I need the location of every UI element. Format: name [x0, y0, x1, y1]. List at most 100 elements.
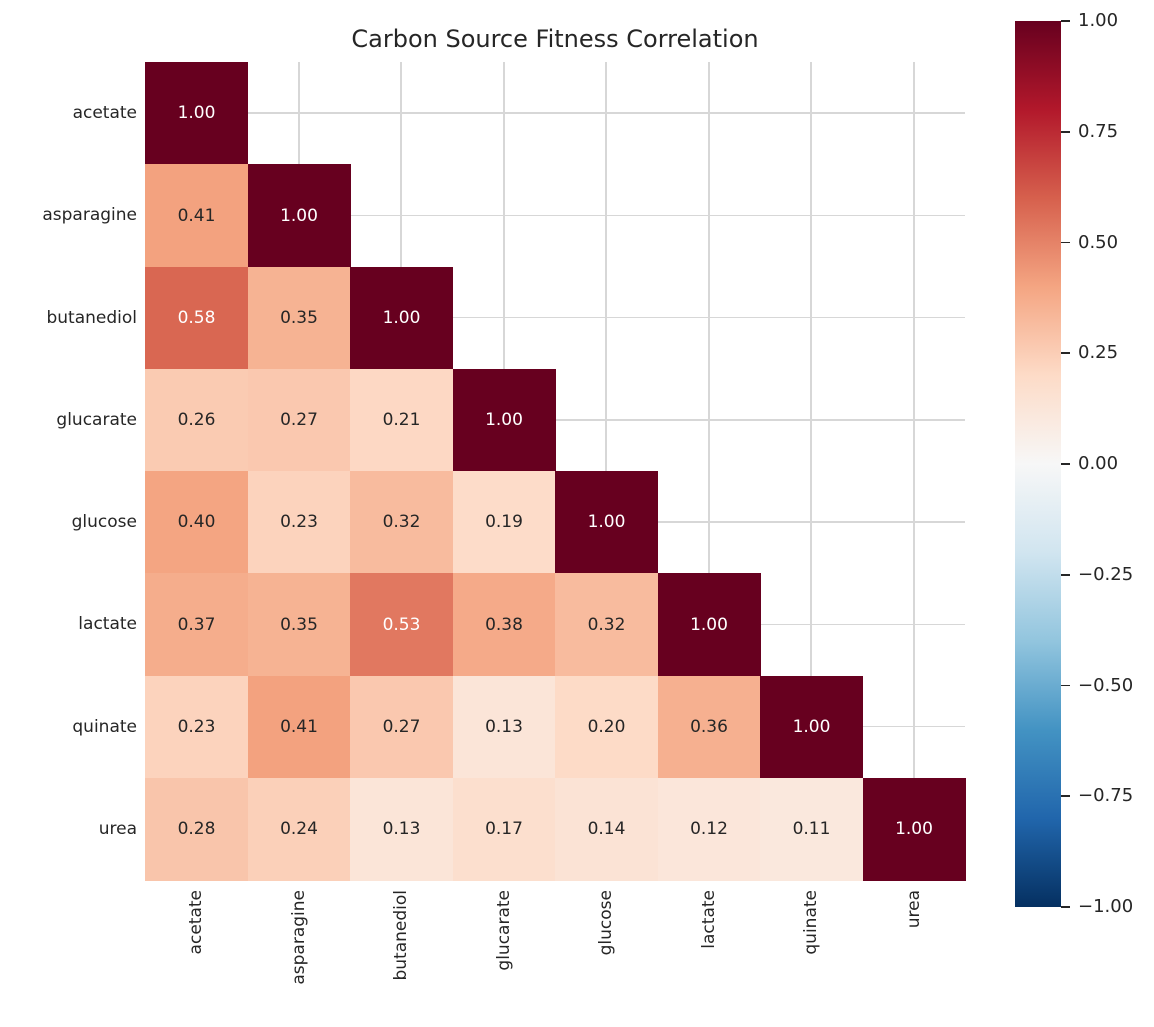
heatmap-cell: 0.14	[555, 777, 658, 881]
heatmap-cell: 0.40	[145, 471, 248, 574]
heatmap-cell: 0.36	[657, 675, 761, 779]
y-tick-label: urea	[98, 818, 137, 839]
colorbar-tick-label: 0.75	[1078, 120, 1119, 142]
heatmap-cell: 0.35	[247, 266, 351, 370]
heatmap-plot-area: 1.00 0.41 1.00 0.58 0.35 1.00 0.26 0.27 0.21 1.00…	[145, 62, 966, 881]
heatmap-cell: 1.00	[862, 777, 966, 881]
heatmap-cell: 0.11	[760, 777, 863, 881]
colorbar-tick-label: 0.00	[1078, 453, 1119, 474]
cell-value: 1.00	[382, 307, 421, 328]
heatmap-cell: 0.23	[247, 471, 351, 574]
cell-value: 1.00	[895, 819, 933, 840]
colorbar-tick-label: 0.25	[1078, 342, 1119, 364]
heatmap-cell: 1.00	[555, 471, 658, 574]
cell-value: 0.11	[792, 819, 831, 840]
colorbar-tick-mark	[1061, 906, 1070, 908]
colorbar-tick-label: −0.50	[1078, 674, 1134, 696]
heatmap-cell: 1.00	[350, 266, 453, 370]
cell-value: 0.38	[485, 614, 523, 635]
cell-value: 0.35	[280, 614, 318, 635]
gridline-horizontal	[145, 214, 965, 217]
cell-value: 1.00	[485, 410, 523, 431]
x-tick-label: urea	[903, 890, 924, 929]
heatmap-cell: 0.20	[555, 675, 658, 779]
heatmap-cell: 0.37	[145, 573, 248, 676]
gridline-horizontal	[145, 112, 965, 114]
heatmap-cell: 0.41	[145, 164, 248, 267]
gridline-vertical	[707, 62, 710, 880]
heatmap-cell: 0.32	[350, 471, 453, 574]
x-tick-label: asparagine	[288, 890, 309, 985]
gridline-vertical	[912, 62, 915, 880]
colorbar-tick-label: 1.00	[1078, 10, 1119, 31]
colorbar-tick-label: −1.00	[1078, 896, 1134, 917]
colorbar-tick-label: −0.75	[1078, 785, 1134, 807]
colorbar-tick-mark	[1061, 241, 1070, 244]
y-tick-label: lactate	[78, 614, 137, 635]
cell-value: 0.23	[280, 512, 318, 533]
colorbar-tick-mark	[1061, 573, 1070, 576]
cell-value: 0.26	[177, 410, 216, 431]
cell-value: 1.00	[690, 614, 728, 635]
cell-value: 1.00	[792, 716, 831, 737]
cell-value: 0.20	[587, 716, 626, 737]
heatmap-cell: 0.32	[555, 573, 658, 676]
y-tick-label: quinate	[72, 716, 137, 737]
heatmap-cell: 0.35	[247, 573, 351, 676]
cell-value: 0.21	[382, 410, 421, 431]
x-tick-label: glucarate	[493, 890, 514, 971]
y-tick-label: glucarate	[56, 409, 137, 430]
cell-value: 0.35	[280, 307, 318, 328]
heatmap-cell: 0.58	[145, 266, 248, 370]
colorbar-tick-mark	[1061, 463, 1070, 465]
cell-value: 0.13	[485, 716, 523, 737]
heatmap-cell: 0.38	[452, 573, 556, 676]
heatmap-cell: 0.41	[247, 675, 351, 779]
heatmap-cell: 0.23	[145, 675, 248, 779]
heatmap-cell: 1.00	[452, 368, 556, 472]
heatmap-cell: 0.26	[145, 368, 248, 472]
colorbar-tick-mark	[1061, 352, 1070, 355]
cell-value: 0.32	[382, 512, 421, 533]
cell-value: 0.14	[587, 819, 626, 840]
colorbar	[1015, 21, 1061, 907]
cell-value: 0.37	[177, 614, 216, 635]
heatmap-cell: 0.28	[145, 777, 248, 881]
cell-value: 0.41	[280, 716, 318, 737]
cell-value: 0.24	[280, 819, 318, 840]
cell-value: 1.00	[280, 205, 318, 226]
cell-value: 0.27	[280, 410, 318, 431]
heatmap-cell: 0.12	[657, 777, 761, 881]
heatmap-cell: 0.17	[452, 777, 556, 881]
cell-value: 0.19	[485, 512, 523, 533]
heatmap-cell: 0.19	[452, 471, 556, 574]
heatmap-cell: 0.13	[452, 675, 556, 779]
cell-value: 0.23	[177, 716, 216, 737]
gridline-vertical	[810, 62, 813, 880]
chart-title: Carbon Source Fitness Correlation	[351, 25, 759, 53]
x-tick-label: acetate	[186, 890, 207, 955]
gridline-horizontal	[145, 316, 965, 319]
cell-value: 1.00	[587, 512, 626, 533]
colorbar-tick-mark	[1061, 684, 1070, 687]
x-tick-label: butanediol	[391, 890, 412, 981]
x-tick-label: quinate	[801, 890, 822, 955]
heatmap-cell: 1.00	[247, 164, 351, 267]
heatmap-cell: 0.13	[350, 777, 453, 881]
heatmap-cell: 1.00	[760, 675, 863, 779]
heatmap-cell: 0.27	[247, 368, 351, 472]
cell-value: 0.28	[177, 819, 216, 840]
cell-value: 0.12	[690, 819, 728, 840]
cell-value: 0.36	[690, 716, 728, 737]
cell-value: 0.41	[177, 205, 216, 226]
cell-value: 0.17	[485, 819, 523, 840]
heatmap-cell: 1.00	[145, 62, 248, 165]
heatmap-cell: 0.24	[247, 777, 351, 881]
colorbar-tick-mark	[1061, 795, 1070, 798]
y-tick-label: acetate	[72, 103, 137, 124]
colorbar-tick-mark	[1061, 20, 1070, 22]
cell-value: 0.13	[382, 819, 421, 840]
colorbar-tick-label: 0.50	[1078, 231, 1119, 253]
colorbar-tick-label: −0.25	[1078, 563, 1134, 585]
